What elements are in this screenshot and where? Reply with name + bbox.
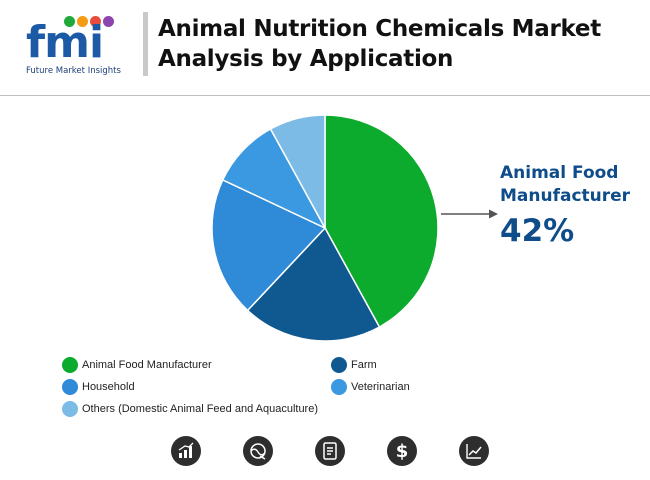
- legend-item-household[interactable]: Household: [62, 379, 135, 395]
- callout-arrow-head: [489, 209, 498, 219]
- logo-tagline: Future Market Insights: [26, 66, 121, 76]
- pie-slice-household[interactable]: [211, 178, 327, 312]
- legend-label: Others (Domestic Animal Feed and Aquacul…: [82, 403, 319, 415]
- legend-label: Household: [82, 381, 135, 393]
- report-icon[interactable]: [315, 436, 345, 466]
- pie-chart: [211, 114, 498, 342]
- logo-wordmark: fmi: [26, 17, 104, 68]
- legend-item-others[interactable]: Others (Domestic Animal Feed and Aquacul…: [62, 401, 318, 417]
- legend-swatch: [62, 357, 78, 373]
- logo-dots: [64, 14, 116, 32]
- header-rule: [0, 95, 650, 96]
- globe-trend-icon[interactable]: [243, 436, 273, 466]
- legend-item-animal-food-manufacturer[interactable]: Animal Food Manufacturer: [62, 357, 212, 373]
- pie-slices: [211, 114, 439, 342]
- callout-value: 42%: [500, 213, 575, 249]
- title-divider: [143, 12, 148, 76]
- legend-item-veterinarian[interactable]: Veterinarian: [331, 379, 410, 395]
- fmi-logo[interactable]: fmi Future Market Insights: [22, 12, 134, 78]
- pie-slice-animal-food-manufacturer[interactable]: [324, 114, 439, 329]
- legend-label: Animal Food Manufacturer: [82, 359, 212, 371]
- pie-slice-veterinarian[interactable]: [221, 127, 327, 230]
- legend-swatch: [62, 401, 78, 417]
- legend-item-farm[interactable]: Farm: [331, 357, 377, 373]
- footer-icon-row: $: [0, 436, 650, 470]
- legend-swatch: [331, 379, 347, 395]
- dollar-icon[interactable]: $: [387, 436, 417, 466]
- legend-label: Veterinarian: [351, 381, 410, 393]
- callout-label: Animal Food Manufacturer: [500, 163, 631, 206]
- legend-swatch: [331, 357, 347, 373]
- line-chart-icon[interactable]: [459, 436, 489, 466]
- page-title: Animal Nutrition Chemicals Market Analys…: [158, 16, 601, 72]
- header: fmi Future Market Insights Animal Nutrit…: [0, 0, 650, 94]
- bar-chart-icon[interactable]: [171, 436, 201, 466]
- pie-slice-others-domestic-animal-feed-and-aquaculture[interactable]: [269, 114, 326, 229]
- legend-label: Farm: [351, 359, 377, 371]
- pie-slice-farm[interactable]: [246, 226, 381, 342]
- svg-text:$: $: [396, 441, 409, 461]
- legend-swatch: [62, 379, 78, 395]
